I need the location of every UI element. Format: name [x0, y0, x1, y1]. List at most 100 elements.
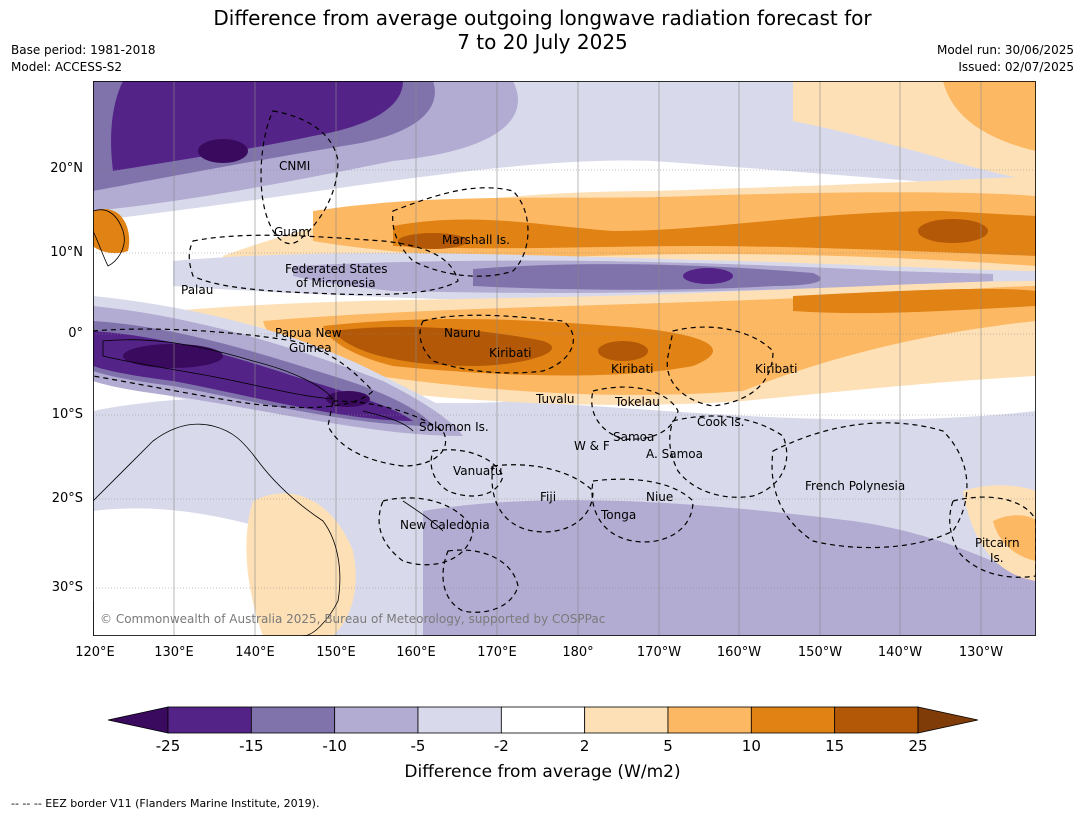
eez-kermadec [442, 549, 519, 613]
copyright-credit: © Commonwealth of Australia 2025, Bureau… [100, 612, 606, 626]
label-kiribati-central: Kiribati [611, 362, 653, 376]
colorbar-tick-label: -10 [322, 737, 347, 755]
label-guam: Guam [274, 225, 310, 239]
coast-philippines [93, 209, 125, 267]
label-cnmi: CNMI [279, 159, 310, 173]
lat-label-10s: 10°S [51, 407, 83, 422]
lon-label-150w: 150°W [797, 645, 843, 660]
label-fsm-2: of Micronesia [296, 276, 376, 290]
eez-french-polynesia [771, 422, 968, 549]
eez-nauru-kiribati [419, 314, 574, 374]
band-darkorange-east [793, 288, 1036, 314]
label-american-samoa: A. Samoa [646, 447, 703, 461]
lat-label-0: 0° [68, 326, 83, 341]
region-labels: CNMI Guam Marshall Is. Federated States … [181, 159, 1020, 565]
map-title: Difference from average outgoing longwav… [0, 6, 1085, 54]
label-new-caledonia: New Caledonia [400, 518, 490, 532]
lat-label-20n: 20°N [50, 161, 83, 176]
colorbar-tick-label: -5 [410, 737, 426, 755]
label-niue: Niue [646, 490, 673, 504]
colorbar-tick-label: 15 [825, 737, 845, 755]
band-purple-north-deep [111, 81, 403, 171]
band-purple-5n-dark [473, 264, 821, 290]
eez-fiji [491, 464, 594, 533]
base-period: Base period: 1981-2018 [11, 43, 156, 57]
coast-australia [93, 423, 341, 636]
colorbar-title: Difference from average (W/m2) [404, 762, 681, 782]
colorbar [108, 706, 978, 734]
core-orange-10n-b [918, 219, 988, 243]
eez-marshall [392, 187, 529, 277]
label-marshall: Marshall Is. [442, 233, 510, 247]
issued-date: Issued: 02/07/2025 [958, 60, 1074, 74]
label-solomon: Solomon Is. [419, 420, 489, 434]
colorbar-segment [667, 706, 752, 734]
eez-footnote: -- -- -- EEZ border V11 (Flanders Marine… [11, 797, 320, 810]
label-tuvalu: Tuvalu [535, 392, 575, 406]
lon-label-140e: 140°E [235, 645, 275, 660]
label-palau: Palau [181, 283, 213, 297]
colorbar-segment [834, 706, 919, 734]
lon-label-160w: 160°W [716, 645, 762, 660]
label-tonga: Tonga [600, 508, 636, 522]
eez-cnmi-guam [260, 110, 339, 245]
meta-right: Model run: 30/06/2025 Issued: 02/07/2025 [937, 42, 1074, 76]
title-line-1: Difference from average outgoing longwav… [213, 6, 872, 30]
colorbar-tick-label: -15 [239, 737, 264, 755]
purple-core-north [198, 139, 248, 163]
graticule [93, 81, 1036, 636]
eez-cook [669, 415, 788, 498]
band-orange-west-luzon [93, 209, 130, 254]
coast-new-caledonia [402, 500, 444, 532]
colorbar-extend-low [108, 706, 169, 734]
lon-label-150e: 150°E [316, 645, 356, 660]
label-french-polynesia: French Polynesia [805, 479, 905, 493]
label-fsm-1: Federated States [285, 262, 387, 276]
lon-label-170w: 170°W [636, 645, 682, 660]
lat-label-30s: 30°S [51, 580, 83, 595]
label-pitcairn-2: Is. [990, 551, 1004, 565]
core-purple-png [123, 344, 223, 368]
band-orange-northeast [943, 81, 1036, 151]
label-vanuatu: Vanuatu [453, 464, 503, 478]
colorbar-segment [500, 706, 586, 734]
eez-pitcairn [949, 496, 1036, 578]
band-purple-mid-south [423, 500, 1036, 636]
lat-label-10n: 10°N [50, 245, 83, 260]
eez-tokelau-samoa [591, 386, 679, 440]
lon-label-170e: 170°E [477, 645, 517, 660]
colorbar-segment [417, 706, 502, 734]
lon-label-140w: 140°W [877, 645, 923, 660]
label-cook: Cook Is. [697, 415, 744, 429]
colorbar-segment [167, 706, 252, 734]
colorbar-tick-label: -25 [155, 737, 181, 755]
eez-new-caledonia [378, 497, 474, 566]
core-orange-kiribati [598, 341, 648, 361]
colorbar-tick-label: 25 [908, 737, 928, 755]
colorbar-tick-label: 2 [579, 737, 590, 755]
band-darkorange-10n [393, 211, 1036, 256]
title-line-2: 7 to 20 July 2025 [457, 30, 628, 54]
colorbar-extend-high [917, 706, 978, 734]
eez-kiribati-east [666, 326, 774, 407]
lat-label-20s: 20°S [51, 491, 83, 506]
label-tokelau: Tokelau [614, 395, 660, 409]
colorbar-tick-label: 10 [741, 737, 761, 755]
label-fiji: Fiji [540, 490, 556, 504]
label-wallis-futuna: W & F [574, 439, 610, 453]
core-orange-10n-a [398, 233, 468, 249]
lon-label-160e: 160°E [396, 645, 436, 660]
core-purple-solomon [326, 391, 370, 407]
map-frame [93, 81, 1036, 636]
coast-new-guinea [102, 339, 334, 400]
colorbar-segment [250, 706, 336, 734]
label-samoa: Samoa [613, 430, 654, 444]
model-run: Model run: 30/06/2025 [936, 43, 1074, 57]
eez-png [93, 328, 374, 409]
label-png-1: Papua New [275, 326, 342, 340]
lon-label-130w: 130°W [958, 645, 1004, 660]
colorbar-segment [750, 706, 836, 734]
coast-solomon [362, 410, 414, 432]
label-kiribati-west: Kiribati [489, 346, 531, 360]
eez-solomon [327, 400, 447, 467]
